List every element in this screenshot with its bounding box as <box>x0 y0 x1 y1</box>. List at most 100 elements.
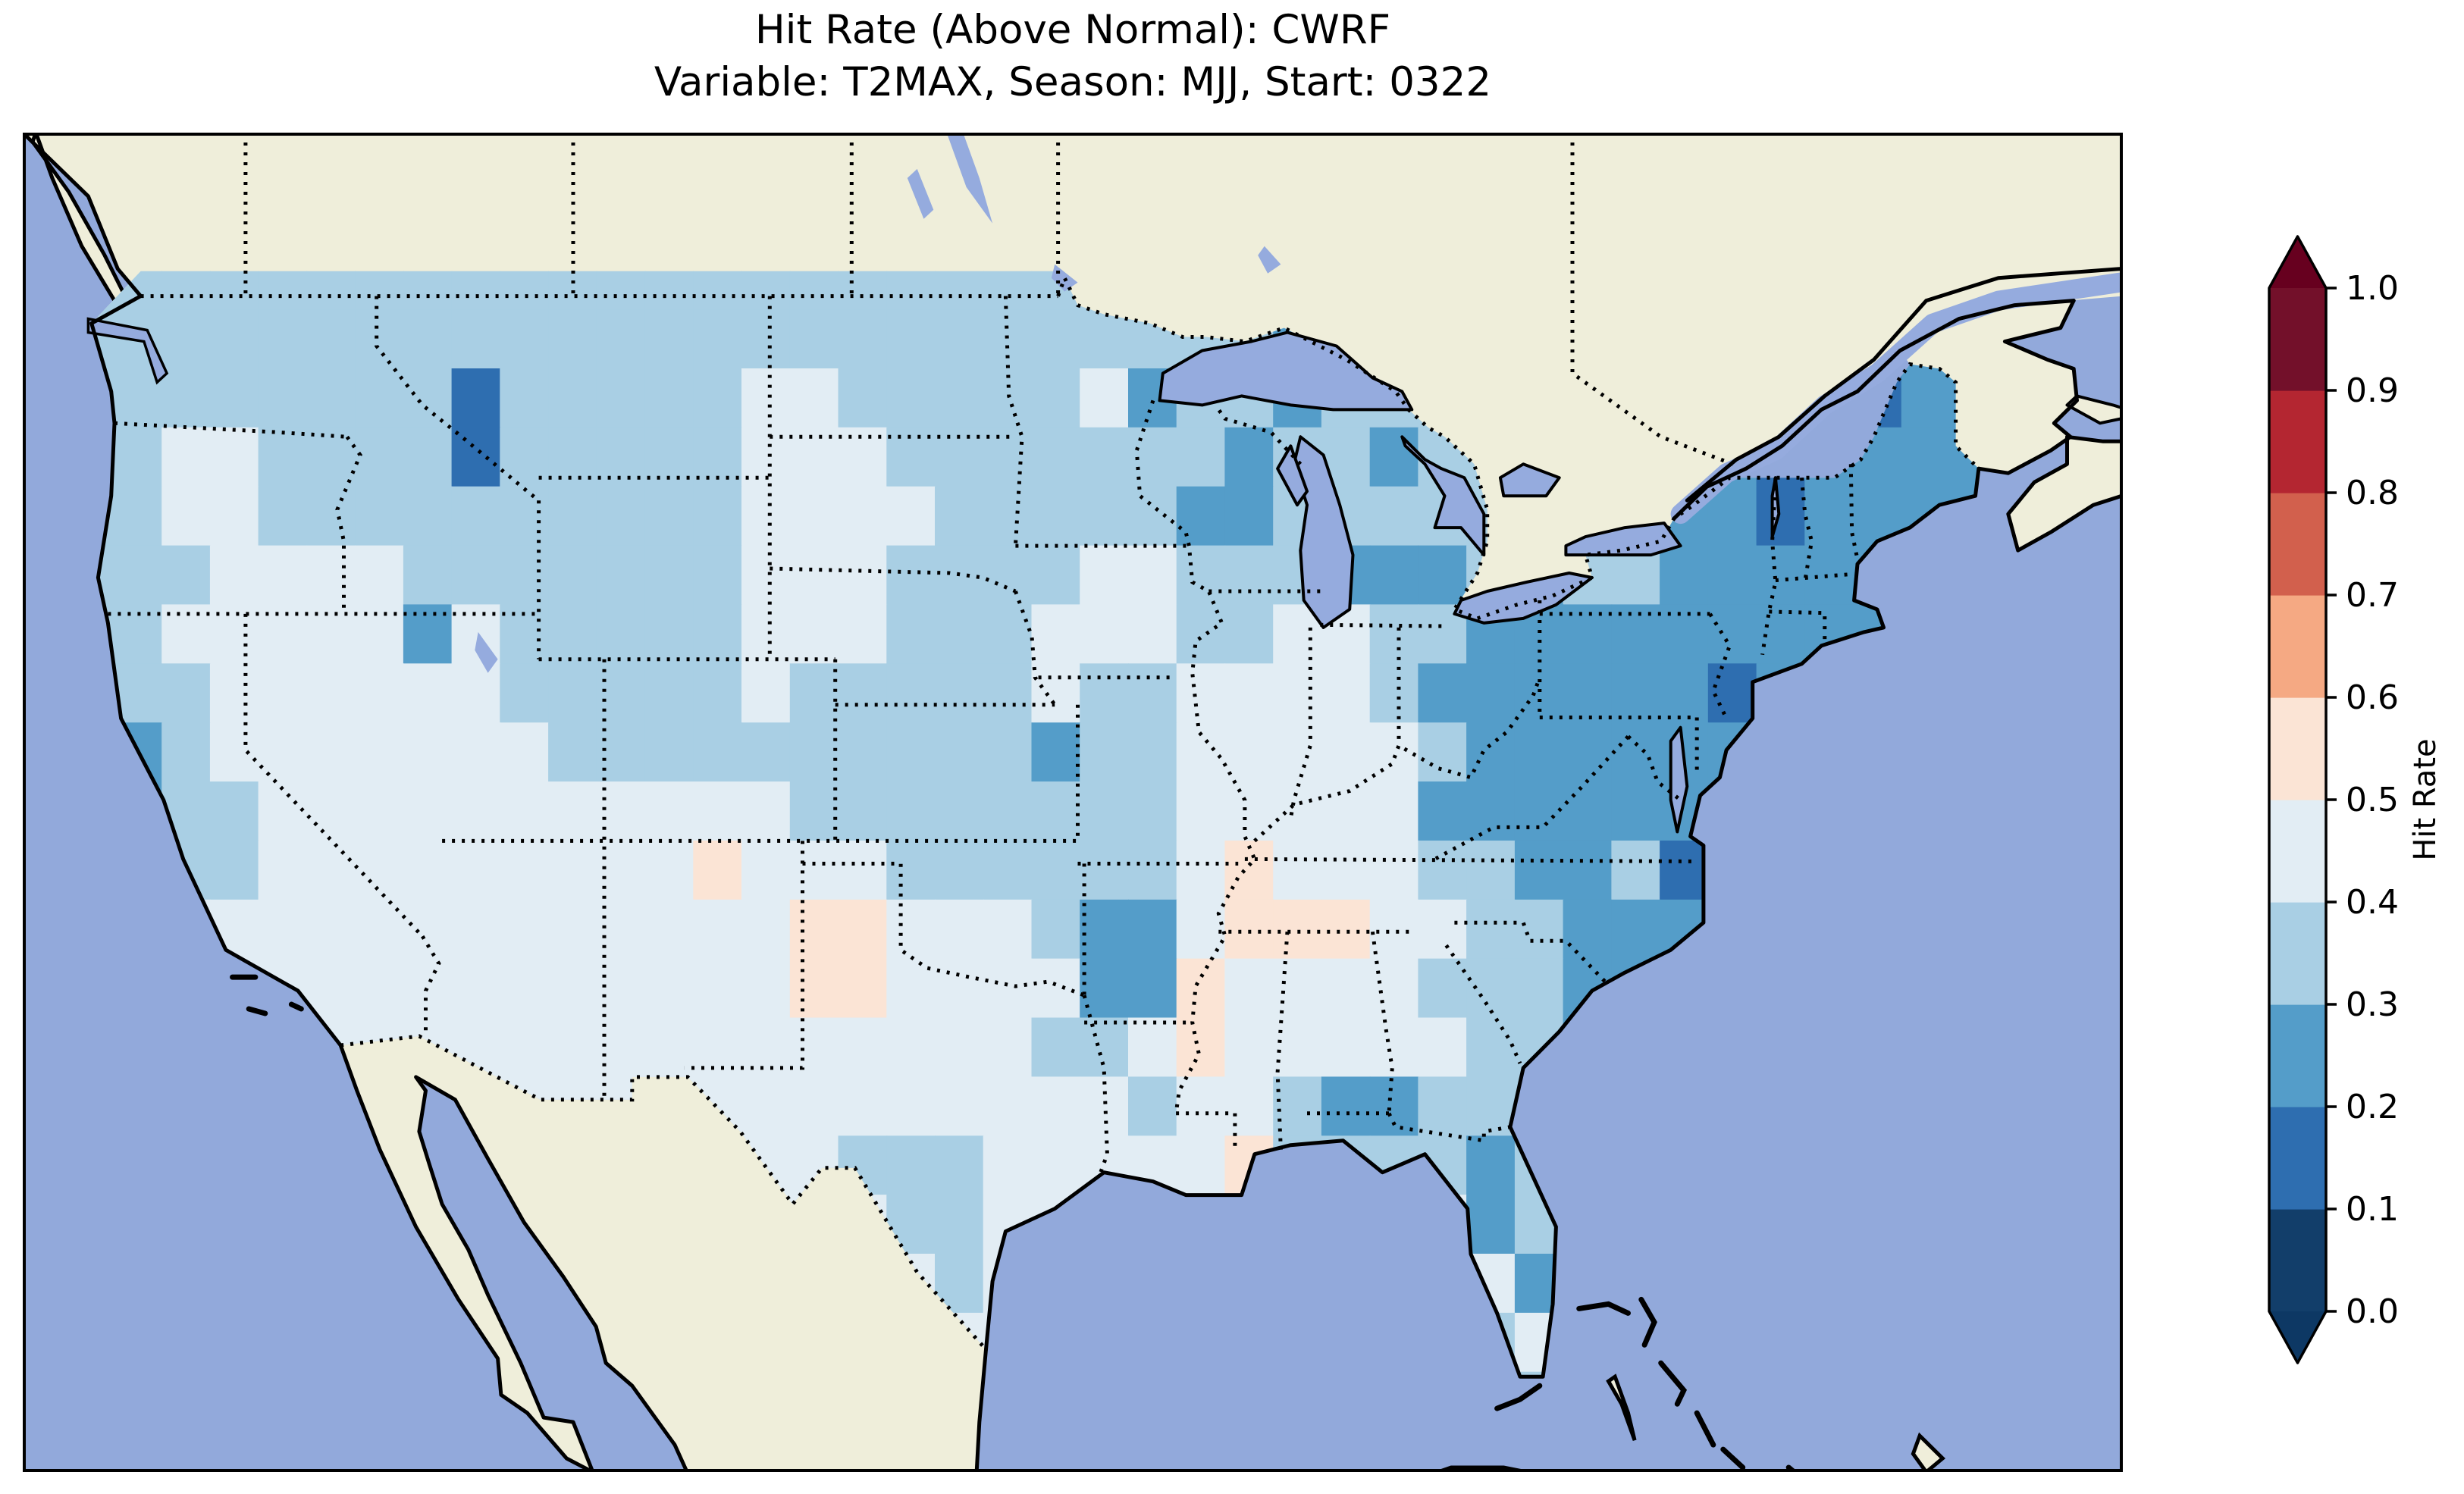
grid-cell <box>548 663 597 724</box>
grid-cell <box>258 427 308 487</box>
coastline <box>23 133 143 299</box>
grid-cell <box>838 368 888 428</box>
grid-cell <box>1224 781 1274 841</box>
grid-cell <box>209 781 259 841</box>
grid-cell <box>886 1135 936 1196</box>
grid-cell <box>789 545 839 606</box>
grid-cell <box>741 545 791 606</box>
grid-cell <box>1418 781 1468 841</box>
grid-cell <box>548 781 597 841</box>
grid-cell <box>1273 722 1322 783</box>
grid-cell <box>789 899 839 960</box>
grid-cell <box>258 663 308 724</box>
grid-cell <box>1514 1371 1564 1377</box>
grid-cell <box>1756 486 1806 547</box>
grid-cell <box>1031 309 1081 369</box>
grid-cell <box>1660 663 1709 724</box>
coastline <box>974 1347 988 1472</box>
grid-cell <box>935 271 984 311</box>
grid-cell <box>935 486 984 547</box>
grid-cell <box>1080 958 1129 1019</box>
grid-cell <box>500 368 549 428</box>
grid-cell <box>644 486 694 547</box>
grid-cell <box>209 271 259 311</box>
grid-cell <box>403 781 453 841</box>
grid-cell <box>886 271 936 311</box>
grid-cell <box>983 604 1033 665</box>
grid-cell <box>161 722 211 783</box>
grid-cell <box>1466 663 1516 724</box>
grid-cell <box>838 545 888 606</box>
great-lake <box>1292 435 1355 629</box>
grid-cell <box>1224 840 1274 900</box>
grid-cell <box>644 781 694 841</box>
grid-cell <box>886 604 936 665</box>
grid-cell <box>1224 604 1274 665</box>
grid-cell <box>1224 486 1274 547</box>
great-lake <box>1276 444 1309 507</box>
grid-cell <box>451 781 501 841</box>
grid-cell <box>1128 722 1177 783</box>
state-border <box>1570 133 1734 466</box>
grid-cell <box>1466 722 1516 783</box>
grid-cell <box>1176 545 1226 606</box>
colorbar-tick-label: 0.8 <box>2346 474 2399 512</box>
grid-cell <box>1273 958 1322 1019</box>
grid-cell <box>403 486 453 547</box>
grid-cell <box>935 1017 984 1078</box>
grid-cell <box>161 427 211 487</box>
grid-cell <box>838 1017 888 1078</box>
grid-cell <box>983 309 1033 369</box>
grid-cell <box>1031 545 1081 606</box>
grid-cell <box>451 722 501 783</box>
grid-cell <box>548 958 597 1019</box>
grid-cell <box>1514 899 1564 960</box>
grid-cell <box>1031 840 1081 900</box>
grid-cell <box>741 958 791 1019</box>
grid-cell <box>1660 604 1709 665</box>
state-border <box>1800 477 1814 581</box>
grid-cell <box>258 899 308 960</box>
grid-cell <box>1563 899 1613 960</box>
grid-cell <box>886 486 936 547</box>
colorbar-tick-label: 0.0 <box>2346 1292 2399 1331</box>
grid-cell <box>355 271 404 311</box>
puget-sound-strait <box>86 317 169 385</box>
grid-cell <box>935 840 984 900</box>
grid-cell <box>113 486 163 547</box>
grid-cell <box>789 840 839 900</box>
state-border <box>1003 296 1024 547</box>
grid-cell <box>1031 663 1081 724</box>
grid-cell <box>983 1076 1033 1137</box>
grid-cell <box>886 1017 936 1078</box>
grid-cell <box>306 840 356 900</box>
grid-cell <box>1031 604 1081 665</box>
grid-cell <box>693 781 742 841</box>
grid-cell <box>693 663 742 724</box>
grid-cell <box>451 427 501 487</box>
grid-cell <box>209 368 259 428</box>
grid-cell <box>1031 899 1081 960</box>
grid-cell <box>1369 722 1419 783</box>
grid-cell <box>1273 781 1322 841</box>
grid-cell <box>451 958 501 1019</box>
grid-cell <box>548 486 597 547</box>
colorbar-segment <box>2269 288 2326 391</box>
grid-cell <box>596 663 646 724</box>
grid-cell <box>209 545 259 606</box>
grid-cell <box>1031 1017 1081 1078</box>
chart-title-line2: Variable: T2MAX, Season: MJJ, Start: 032… <box>654 58 1492 105</box>
grid-cell <box>1611 663 1661 724</box>
colorbar-segment <box>2269 697 2326 800</box>
grid-cell <box>1128 545 1177 606</box>
grid-cell <box>451 309 501 369</box>
grid-cell <box>1031 1135 1081 1196</box>
grid-cell <box>596 1017 646 1078</box>
grid-cell <box>983 271 1033 311</box>
lake <box>907 168 934 219</box>
grid-cell <box>1660 840 1709 900</box>
country-border <box>340 1034 988 1351</box>
grid-cell <box>1080 427 1129 487</box>
grid-cell <box>1369 663 1419 724</box>
grid-cell <box>741 722 791 783</box>
